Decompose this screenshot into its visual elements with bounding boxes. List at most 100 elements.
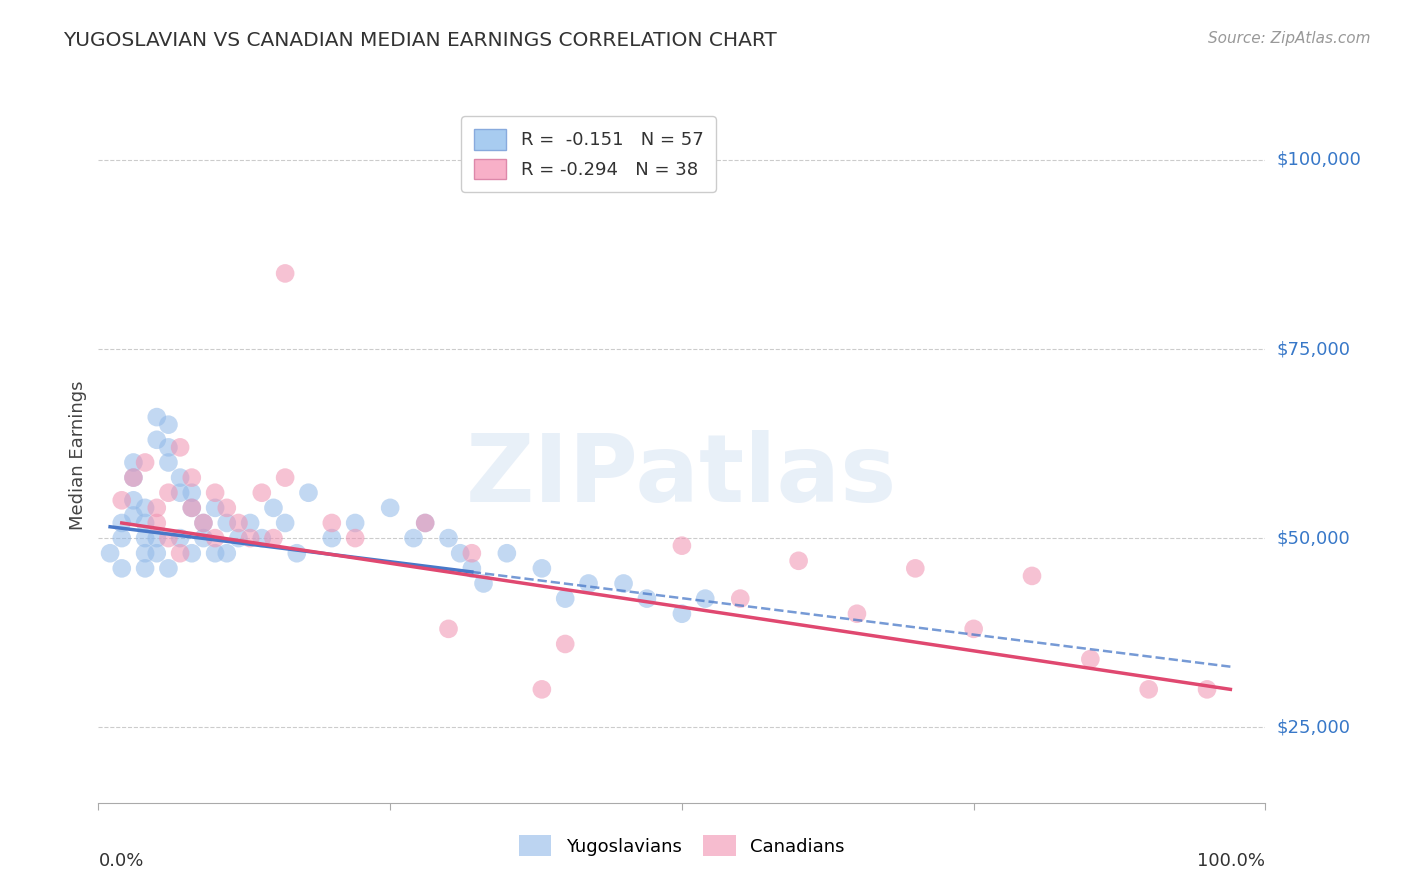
Point: [169, 470, 191, 484]
Text: YUGOSLAVIAN VS CANADIAN MEDIAN EARNINGS CORRELATION CHART: YUGOSLAVIAN VS CANADIAN MEDIAN EARNINGS …: [63, 31, 778, 50]
Point: [204, 500, 226, 515]
Point: [461, 546, 484, 560]
Point: [169, 546, 191, 560]
Point: [146, 531, 169, 545]
Point: [122, 493, 145, 508]
Point: [413, 516, 436, 530]
Point: [157, 455, 180, 469]
Point: [449, 546, 471, 560]
Point: [134, 500, 156, 515]
Text: 0.0%: 0.0%: [98, 852, 143, 870]
Point: [437, 622, 460, 636]
Text: 100.0%: 100.0%: [1198, 852, 1265, 870]
Point: [613, 576, 636, 591]
Point: [578, 576, 600, 591]
Point: [321, 516, 343, 530]
Point: [157, 441, 180, 455]
Point: [285, 546, 308, 560]
Point: [962, 622, 984, 636]
Point: [250, 531, 273, 545]
Point: [380, 500, 402, 515]
Point: [215, 516, 238, 530]
Point: [157, 417, 180, 432]
Point: [193, 516, 215, 530]
Point: [215, 546, 238, 560]
Point: [134, 561, 156, 575]
Point: [262, 531, 284, 545]
Point: [180, 485, 202, 500]
Point: [122, 470, 145, 484]
Legend: Yugoslavians, Canadians: Yugoslavians, Canadians: [512, 828, 852, 863]
Point: [671, 539, 693, 553]
Point: [204, 531, 226, 545]
Point: [787, 554, 810, 568]
Point: [180, 500, 202, 515]
Point: [146, 433, 169, 447]
Point: [904, 561, 927, 575]
Point: [671, 607, 693, 621]
Text: ZIPatlas: ZIPatlas: [467, 430, 897, 522]
Point: [193, 516, 215, 530]
Point: [169, 531, 191, 545]
Point: [461, 561, 484, 575]
Point: [146, 546, 169, 560]
Point: [344, 516, 367, 530]
Point: [157, 485, 180, 500]
Point: [239, 531, 262, 545]
Point: [274, 267, 297, 281]
Point: [146, 410, 169, 425]
Y-axis label: Median Earnings: Median Earnings: [69, 380, 87, 530]
Point: [554, 591, 576, 606]
Point: [215, 500, 238, 515]
Point: [274, 516, 297, 530]
Point: [636, 591, 658, 606]
Point: [111, 493, 134, 508]
Point: [111, 516, 134, 530]
Point: [695, 591, 717, 606]
Point: [472, 576, 495, 591]
Point: [239, 516, 262, 530]
Text: $50,000: $50,000: [1277, 529, 1350, 547]
Point: [846, 607, 869, 621]
Point: [228, 531, 250, 545]
Text: $25,000: $25,000: [1277, 718, 1351, 736]
Point: [169, 485, 191, 500]
Point: [262, 500, 284, 515]
Point: [98, 546, 121, 560]
Point: [554, 637, 576, 651]
Point: [344, 531, 367, 545]
Point: [530, 561, 553, 575]
Point: [146, 500, 169, 515]
Point: [111, 561, 134, 575]
Point: [297, 485, 319, 500]
Point: [496, 546, 519, 560]
Point: [122, 455, 145, 469]
Text: $100,000: $100,000: [1277, 151, 1361, 169]
Point: [1137, 682, 1160, 697]
Point: [228, 516, 250, 530]
Point: [122, 470, 145, 484]
Point: [134, 455, 156, 469]
Text: $75,000: $75,000: [1277, 340, 1351, 358]
Point: [134, 531, 156, 545]
Point: [402, 531, 425, 545]
Point: [180, 500, 202, 515]
Point: [146, 516, 169, 530]
Point: [1195, 682, 1218, 697]
Point: [122, 508, 145, 523]
Point: [111, 531, 134, 545]
Point: [193, 531, 215, 545]
Point: [134, 546, 156, 560]
Point: [180, 470, 202, 484]
Point: [157, 561, 180, 575]
Point: [413, 516, 436, 530]
Point: [274, 470, 297, 484]
Point: [1080, 652, 1102, 666]
Point: [204, 546, 226, 560]
Point: [169, 441, 191, 455]
Point: [250, 485, 273, 500]
Point: [180, 546, 202, 560]
Point: [530, 682, 553, 697]
Point: [204, 485, 226, 500]
Point: [1021, 569, 1043, 583]
